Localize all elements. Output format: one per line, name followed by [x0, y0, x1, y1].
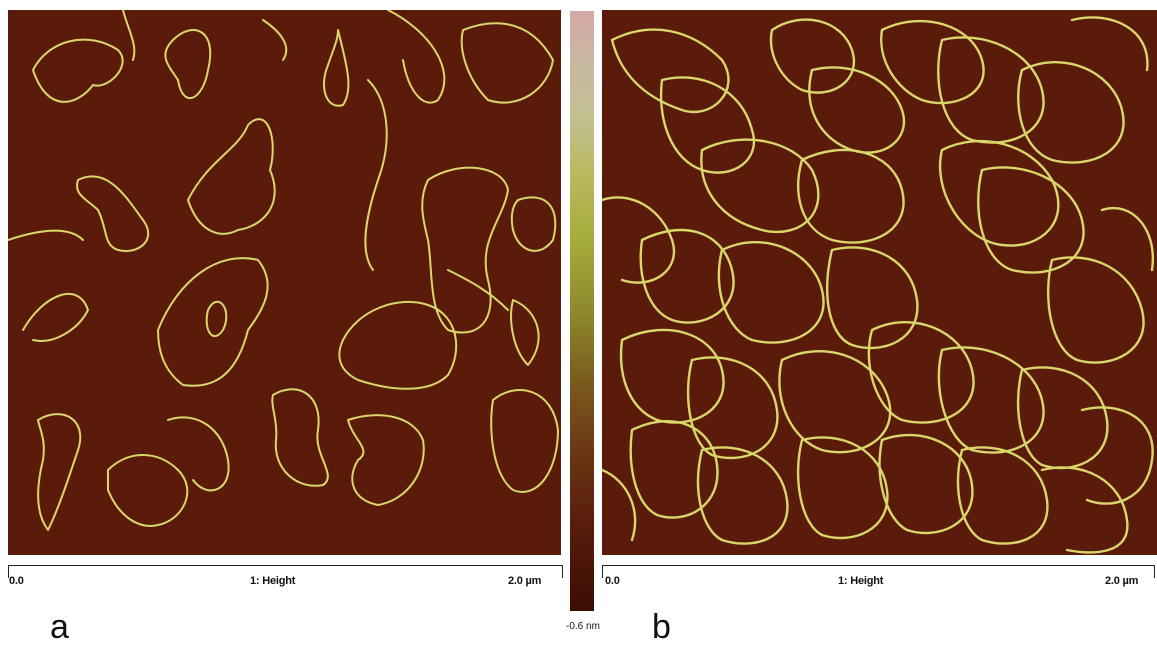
panel-label-a: a: [50, 608, 69, 646]
colorbar-min-label: -0.6 nm: [566, 621, 600, 632]
scalebar-a: [8, 565, 563, 578]
scale-title-a: 1: Height: [250, 575, 296, 587]
scale-title-b: 1: Height: [838, 575, 884, 587]
afm-image-a-strands: [8, 10, 559, 531]
height-colorbar: [570, 11, 594, 611]
scale-start-a: 0.0: [9, 575, 24, 587]
afm-image-b: [602, 10, 1157, 555]
scale-end-b: 2.0 µm: [1105, 575, 1139, 587]
afm-image-a: [8, 10, 561, 555]
panel-label-b: b: [652, 608, 671, 646]
scale-end-a: 2.0 µm: [508, 575, 542, 587]
scale-start-b: 0.0: [605, 575, 620, 587]
scalebar-b: [602, 565, 1155, 578]
afm-image-b-strands: [602, 16, 1155, 554]
